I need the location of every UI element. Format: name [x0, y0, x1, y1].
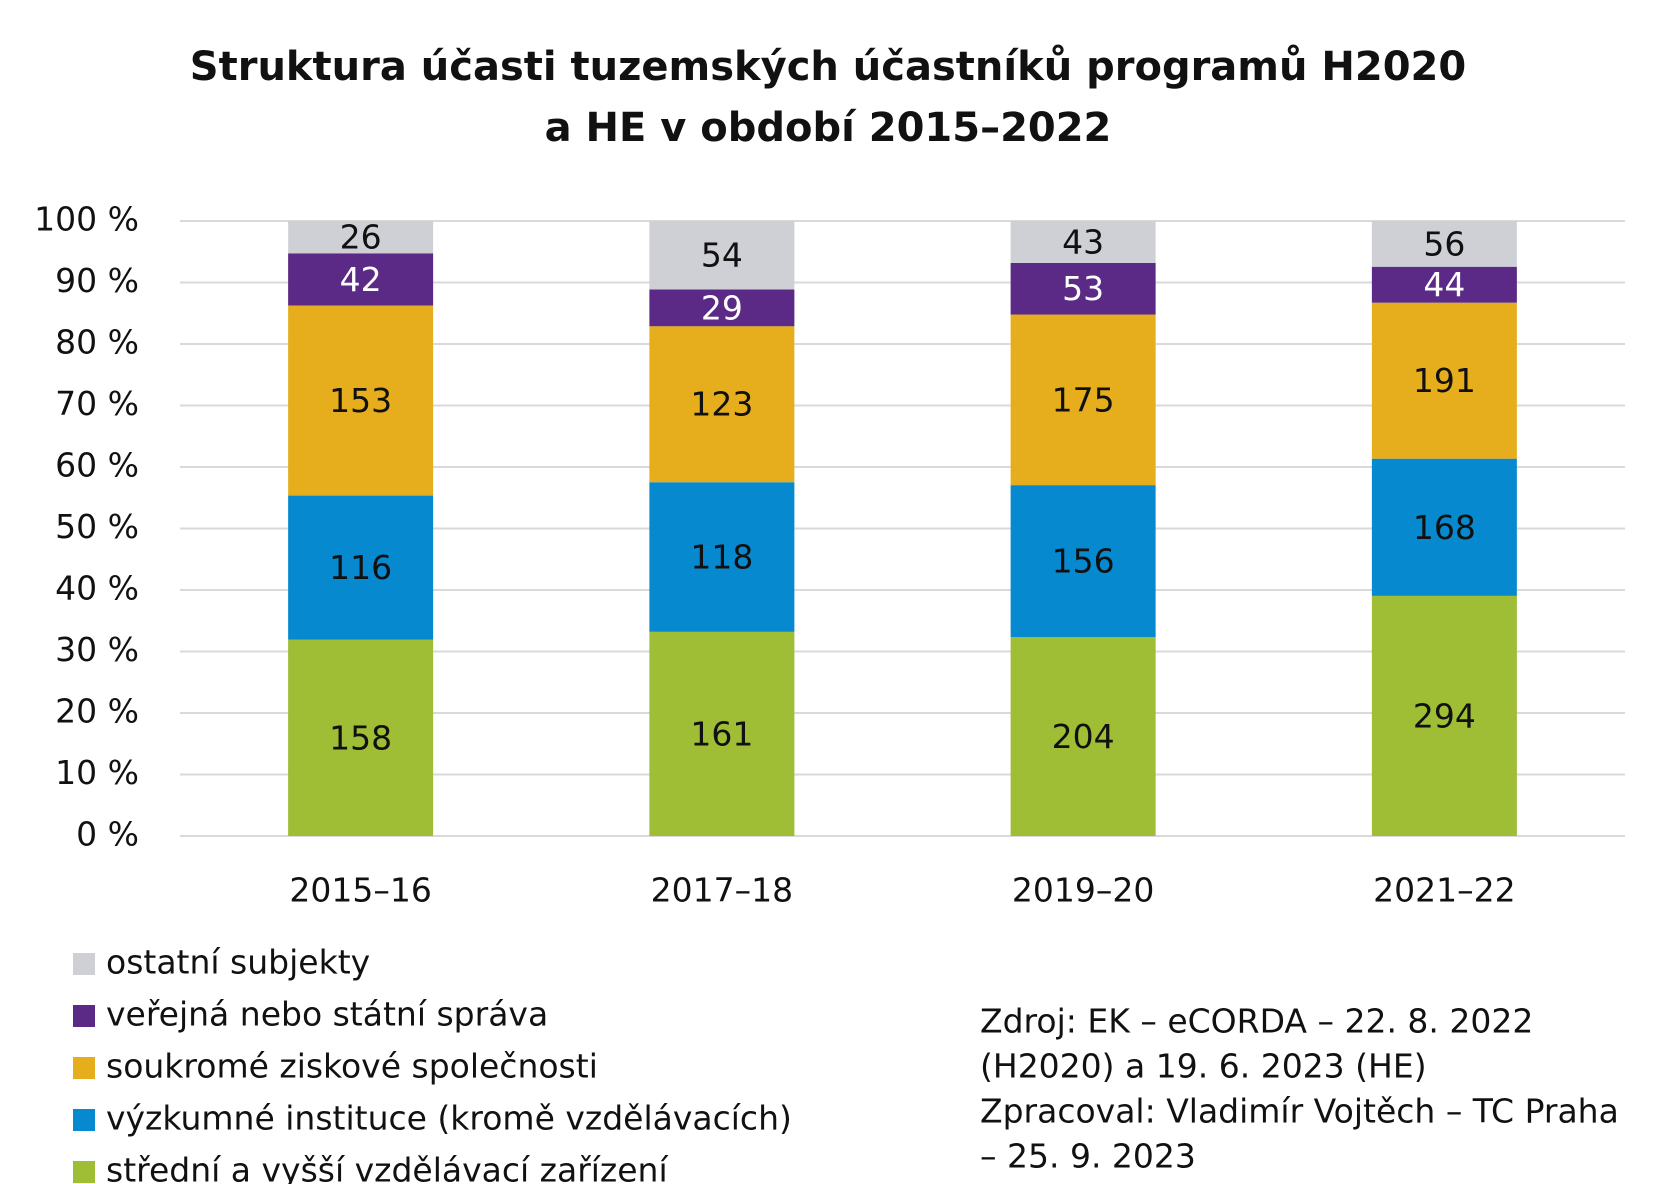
data-label: 29: [701, 288, 743, 327]
legend-swatch: [73, 953, 95, 975]
legend-label: střední a vyšší vzdělávací zařízení: [106, 1151, 669, 1184]
legend-label: veřejná nebo státní správa: [106, 995, 548, 1034]
data-label: 116: [329, 548, 392, 587]
source-note: – 25. 9. 2023: [980, 1137, 1196, 1176]
data-label: 56: [1423, 224, 1465, 263]
bar-segment: [1371, 595, 1517, 836]
bar-segment: [1010, 314, 1156, 486]
y-tick-label: 100 %: [34, 200, 139, 239]
data-label: 42: [340, 260, 382, 299]
legend-swatch: [73, 1161, 95, 1183]
source-note: Zpracoval: Vladimír Vojtěch – TC Praha: [980, 1092, 1619, 1131]
legend-swatch: [73, 1109, 95, 1131]
y-tick-label: 0 %: [76, 815, 139, 854]
y-tick-label: 10 %: [55, 753, 139, 792]
data-label: 156: [1052, 542, 1115, 581]
bar-segment: [1010, 221, 1156, 263]
data-label: 26: [340, 218, 382, 257]
bar-segment: [649, 631, 795, 836]
legend-swatch: [73, 1005, 95, 1027]
y-tick-label: 90 %: [55, 261, 139, 300]
y-tick-label: 50 %: [55, 507, 139, 546]
chart-title: Struktura účasti tuzemských účastníků pr…: [190, 43, 1466, 90]
bar-segment: [649, 221, 795, 290]
data-label: 54: [701, 236, 743, 275]
data-label: 158: [329, 718, 392, 757]
y-tick-label: 40 %: [55, 569, 139, 608]
data-label: 168: [1413, 508, 1476, 547]
data-label: 123: [690, 385, 753, 424]
data-label: 294: [1413, 696, 1476, 735]
data-label: 53: [1062, 269, 1104, 308]
x-tick-label: 2017–18: [651, 871, 793, 910]
y-tick-label: 60 %: [55, 446, 139, 485]
legend-label: ostatní subjekty: [106, 943, 370, 982]
bar-segment: [1010, 262, 1156, 315]
bar-segment: [1010, 637, 1156, 836]
bar-segment: [649, 289, 795, 327]
x-tick-label: 2019–20: [1012, 871, 1154, 910]
bar-segment: [1371, 302, 1517, 459]
data-label: 175: [1052, 380, 1115, 419]
data-label: 43: [1062, 222, 1104, 261]
x-tick-label: 2015–16: [289, 871, 431, 910]
y-tick-label: 80 %: [55, 323, 139, 362]
bar-segment: [1010, 485, 1156, 638]
data-label: 161: [690, 714, 753, 753]
bar-segment: [649, 326, 795, 483]
data-label: 153: [329, 381, 392, 420]
bar-segment: [288, 639, 434, 836]
legend-label: soukromé ziskové společnosti: [106, 1047, 598, 1086]
data-label: 191: [1413, 361, 1476, 400]
data-label: 44: [1423, 265, 1465, 304]
legend-swatch: [73, 1057, 95, 1079]
bar-segment: [288, 253, 434, 306]
bar-segment: [288, 221, 434, 254]
data-label: 204: [1052, 717, 1115, 756]
source-note: Zdroj: EK – eCORDA – 22. 8. 2022: [980, 1002, 1533, 1041]
x-tick-label: 2021–22: [1373, 871, 1515, 910]
bar-segment: [1371, 221, 1517, 267]
bar-segment: [1371, 266, 1517, 303]
bar-segment: [288, 495, 434, 640]
bar-segment: [1371, 458, 1517, 596]
chart-title: a HE v období 2015–2022: [545, 105, 1112, 151]
y-tick-label: 70 %: [55, 384, 139, 423]
y-tick-label: 30 %: [55, 630, 139, 669]
bar-segment: [649, 482, 795, 632]
legend-label: výzkumné instituce (kromě vzdělávacích): [106, 1099, 792, 1138]
y-tick-label: 20 %: [55, 692, 139, 731]
data-label: 118: [690, 538, 753, 577]
bar-segment: [288, 305, 434, 496]
source-note: (H2020) a 19. 6. 2023 (HE): [980, 1047, 1427, 1086]
